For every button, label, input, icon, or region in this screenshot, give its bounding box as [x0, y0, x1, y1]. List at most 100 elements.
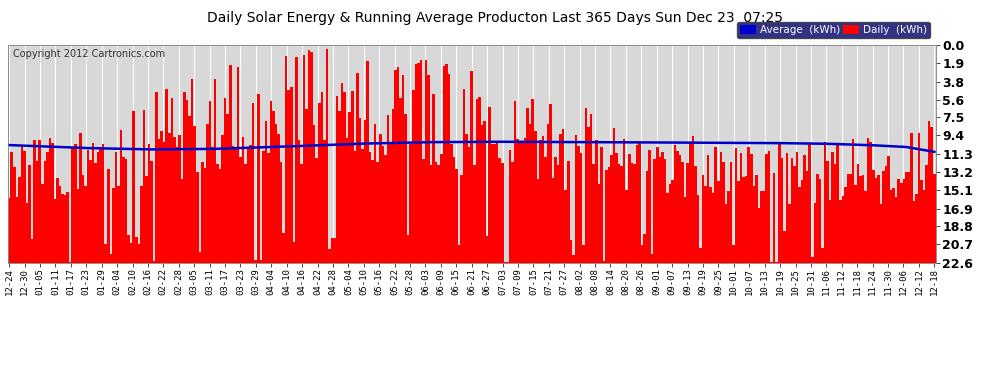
Bar: [811, 257, 814, 262]
Bar: [74, 144, 76, 262]
Bar: [443, 66, 446, 262]
Bar: [554, 158, 556, 262]
Bar: [346, 138, 348, 262]
Bar: [148, 144, 150, 262]
Bar: [188, 116, 191, 262]
Bar: [679, 155, 681, 262]
Bar: [76, 189, 79, 262]
Bar: [722, 162, 725, 262]
Bar: [450, 144, 452, 262]
Bar: [786, 153, 788, 262]
Bar: [727, 191, 730, 262]
Bar: [832, 152, 834, 262]
Bar: [686, 163, 689, 262]
Bar: [206, 124, 209, 262]
Bar: [422, 159, 425, 262]
Bar: [51, 142, 53, 262]
Bar: [915, 194, 918, 262]
Bar: [874, 178, 877, 262]
Bar: [788, 204, 791, 262]
Bar: [181, 179, 183, 262]
Bar: [534, 131, 537, 262]
Bar: [468, 147, 470, 262]
Bar: [814, 203, 816, 262]
Bar: [407, 234, 410, 262]
Bar: [569, 240, 572, 262]
Bar: [702, 175, 704, 262]
Bar: [564, 190, 567, 262]
Bar: [280, 162, 282, 262]
Bar: [844, 187, 846, 262]
Bar: [527, 108, 529, 262]
Bar: [846, 174, 849, 262]
Bar: [699, 248, 702, 262]
Bar: [856, 164, 859, 262]
Bar: [371, 160, 374, 262]
Bar: [697, 195, 699, 262]
Bar: [676, 151, 679, 262]
Bar: [529, 124, 532, 262]
Bar: [572, 255, 574, 262]
Bar: [542, 136, 545, 262]
Bar: [66, 192, 69, 262]
Bar: [457, 244, 460, 262]
Bar: [872, 170, 874, 262]
Bar: [478, 97, 480, 262]
Bar: [933, 174, 936, 262]
Bar: [79, 133, 81, 262]
Bar: [626, 190, 628, 262]
Bar: [143, 110, 146, 262]
Bar: [631, 163, 634, 262]
Bar: [549, 104, 551, 262]
Bar: [903, 178, 905, 262]
Bar: [369, 152, 371, 262]
Bar: [735, 148, 738, 262]
Bar: [26, 203, 29, 262]
Bar: [323, 140, 326, 262]
Bar: [13, 166, 16, 262]
Bar: [227, 114, 229, 262]
Bar: [582, 246, 585, 262]
Bar: [623, 139, 626, 262]
Bar: [92, 143, 94, 262]
Bar: [115, 152, 117, 262]
Bar: [887, 156, 890, 262]
Bar: [595, 140, 598, 262]
Bar: [178, 135, 181, 262]
Bar: [880, 204, 882, 262]
Bar: [791, 158, 793, 262]
Bar: [773, 173, 775, 262]
Bar: [135, 237, 138, 262]
Bar: [339, 111, 341, 262]
Bar: [806, 171, 809, 262]
Bar: [130, 243, 133, 262]
Bar: [232, 146, 234, 262]
Bar: [384, 155, 387, 262]
Bar: [387, 115, 389, 262]
Bar: [648, 150, 650, 262]
Bar: [29, 165, 31, 262]
Bar: [522, 141, 524, 262]
Bar: [366, 61, 369, 262]
Bar: [433, 94, 435, 262]
Bar: [501, 164, 504, 262]
Bar: [613, 129, 616, 262]
Bar: [488, 107, 491, 262]
Bar: [128, 235, 130, 262]
Bar: [361, 149, 363, 262]
Bar: [71, 148, 74, 262]
Bar: [193, 126, 196, 262]
Bar: [61, 194, 63, 262]
Bar: [710, 187, 712, 262]
Bar: [257, 94, 259, 262]
Bar: [931, 128, 933, 262]
Bar: [650, 254, 653, 262]
Bar: [438, 165, 440, 262]
Bar: [671, 180, 674, 262]
Bar: [854, 185, 856, 262]
Bar: [305, 109, 308, 262]
Bar: [402, 75, 404, 262]
Bar: [420, 60, 422, 262]
Bar: [267, 153, 269, 262]
Bar: [882, 171, 885, 262]
